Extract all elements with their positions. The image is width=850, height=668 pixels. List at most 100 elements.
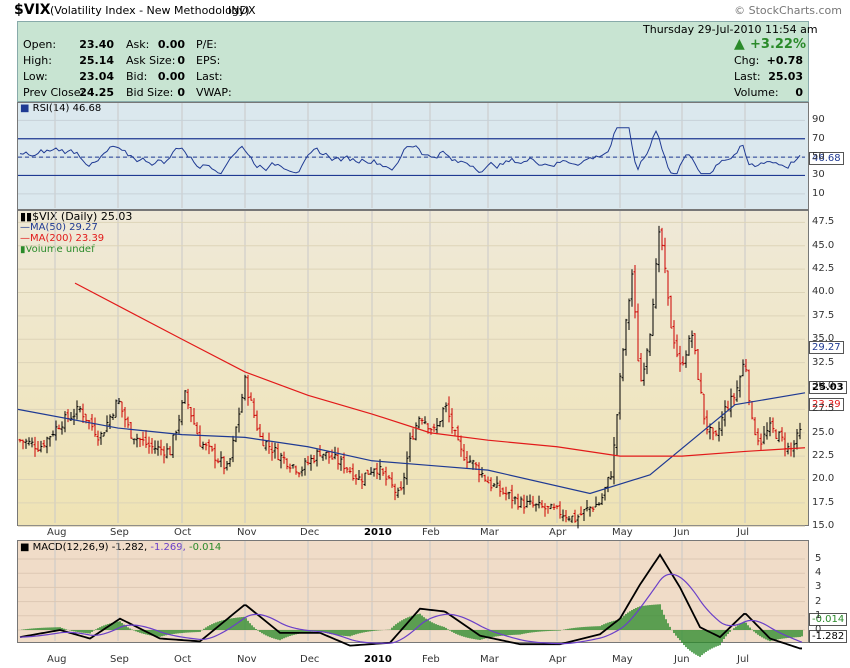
ask-label: Ask: [126, 38, 150, 51]
macd-tick-5: 5 [815, 553, 822, 564]
open-value: 23.40 [79, 38, 114, 51]
prev-close-value: 24.25 [79, 86, 114, 99]
rsi-tick-90: 90 [812, 114, 825, 126]
rsi-legend-text: RSI(14) 46.68 [32, 103, 102, 114]
last-value: 25.03 [768, 70, 803, 83]
exchange-label: INDX [228, 4, 256, 17]
ask-size-value: 0 [177, 54, 185, 67]
macd-tick-3: 3 [815, 581, 822, 593]
macd-hist-tag: -0.014 [809, 613, 848, 626]
macd-legend-icon: ■ [20, 542, 30, 553]
month-label-apr: Apr [549, 527, 567, 538]
bid-label: Bid: [126, 70, 148, 83]
high-value: 25.14 [79, 54, 114, 67]
ma200-legend-text: MA(200) 23.39 [30, 233, 105, 244]
price-legend-main: ▮▮$VIX (Daily) 25.03 [20, 211, 132, 222]
month-label-nov: Nov [237, 527, 257, 538]
macd-month-label-apr: Apr [549, 654, 567, 665]
volume-legend: ▮Volume undef [20, 244, 132, 255]
change-percent: +3.22% [750, 37, 806, 52]
price-tick-47-5: 47.5 [812, 216, 835, 228]
price-legend-icon: ▮▮ [20, 210, 33, 223]
month-label-jun: Jun [674, 527, 690, 538]
price-tick-30-0: 30.0 [812, 379, 835, 391]
low-label: Low: [23, 70, 48, 83]
rsi-legend: ■ RSI(14) 46.68 [20, 103, 101, 114]
rsi-tick-10: 10 [812, 187, 825, 199]
macd-legend-hist: -0.014 [188, 542, 222, 553]
macd-legend-signal: -1.269, [150, 542, 186, 553]
rsi-last-tag: 46.68 [809, 152, 844, 165]
last-price-tag: 25.03 [809, 381, 847, 394]
price-tick-42-5: 42.5 [812, 263, 835, 275]
ma50-legend-icon: — [20, 222, 30, 233]
macd-month-label-jul: Jul [737, 654, 750, 665]
bid-size-label: Bid Size: [126, 86, 174, 99]
macd-month-label-aug: Aug [47, 654, 67, 665]
price-panel [17, 210, 809, 526]
macd-panel [17, 540, 809, 643]
ma200-tag: 23.39 [809, 398, 844, 411]
chg-label: Chg: [734, 54, 760, 67]
month-label-2010: 2010 [364, 527, 392, 538]
symbol-title: $VIX [14, 2, 51, 18]
macd-legend: ■ MACD(12,26,9) -1.282, -1.269, -0.014 [20, 542, 221, 553]
ask-value: 0.00 [157, 38, 185, 51]
last-label: Last: [734, 70, 761, 83]
quote-datetime: Thursday 29-Jul-2010 11:54 am [643, 23, 818, 36]
vwap-label: VWAP: [196, 86, 232, 99]
price-tick-45-0: 45.0 [812, 239, 835, 251]
macd-tick-2: 2 [815, 595, 822, 607]
macd-month-label-oct: Oct [174, 654, 192, 665]
eps-label: EPS: [196, 54, 221, 67]
bid-size-value: 0 [177, 86, 185, 99]
price-tick-25-0: 25.0 [812, 426, 835, 438]
rsi-tick-70: 70 [812, 132, 825, 144]
price-tick-37-5: 37.5 [812, 309, 835, 321]
price-tick-35-0: 35.0 [812, 333, 835, 345]
rsi-legend-icon: ■ [20, 103, 30, 114]
macd-month-label-nov: Nov [237, 654, 257, 665]
last-label-mid: Last: [196, 70, 223, 83]
month-label-oct: Oct [174, 527, 192, 538]
rsi-tick-50: 50 [812, 151, 825, 163]
month-label-jul: Jul [737, 527, 750, 538]
symbol-name: (Volatility Index - New Methodology) [50, 4, 250, 17]
month-label-mar: Mar [480, 527, 499, 538]
ma50-legend: —MA(50) 29.27 [20, 222, 132, 233]
price-tick-15-0: 15.0 [812, 520, 835, 532]
price-tick-17-5: 17.5 [812, 496, 835, 508]
macd-month-label-jun: Jun [674, 654, 690, 665]
price-tick-32-5: 32.5 [812, 356, 835, 368]
ma200-legend: —MA(200) 23.39 [20, 233, 132, 244]
macd-month-label-may: May [612, 654, 633, 665]
quote-box: Open: 23.40 High: 25.14 Low: 23.04 Prev … [17, 21, 818, 102]
volume-label: Volume: [734, 86, 779, 99]
macd-month-label-feb: Feb [422, 654, 440, 665]
month-label-dec: Dec [300, 527, 320, 538]
macd-tick-4: 4 [815, 567, 822, 579]
macd-tick-1: 1 [815, 609, 822, 621]
chart-header: $VIX (Volatility Index - New Methodology… [0, 0, 850, 20]
up-arrow-icon: ▲ [734, 36, 745, 52]
volume-value: 0 [795, 86, 803, 99]
pe-label: P/E: [196, 38, 217, 51]
price-tick-22-5: 22.5 [812, 450, 835, 462]
price-tick-27-5: 27.5 [812, 403, 835, 415]
chg-value: +0.78 [766, 54, 803, 67]
price-legend-text: $VIX (Daily) 25.03 [32, 210, 133, 223]
price-tick-40-0: 40.0 [812, 286, 835, 298]
macd-legend-main: MACD(12,26,9) -1.282, [32, 542, 148, 553]
watermark: © StockCharts.com [734, 4, 842, 17]
volume-legend-icon: ▮ [20, 244, 26, 255]
month-label-aug: Aug [47, 527, 67, 538]
macd-value-tag: -1.282 [809, 630, 848, 643]
macd-month-label-mar: Mar [480, 654, 499, 665]
bid-value: 0.00 [157, 70, 185, 83]
ask-size-label: Ask Size: [126, 54, 176, 67]
high-label: High: [23, 54, 52, 67]
price-legend: ▮▮$VIX (Daily) 25.03 —MA(50) 29.27 —MA(2… [20, 211, 132, 255]
month-label-feb: Feb [422, 527, 440, 538]
rsi-panel [17, 102, 809, 210]
